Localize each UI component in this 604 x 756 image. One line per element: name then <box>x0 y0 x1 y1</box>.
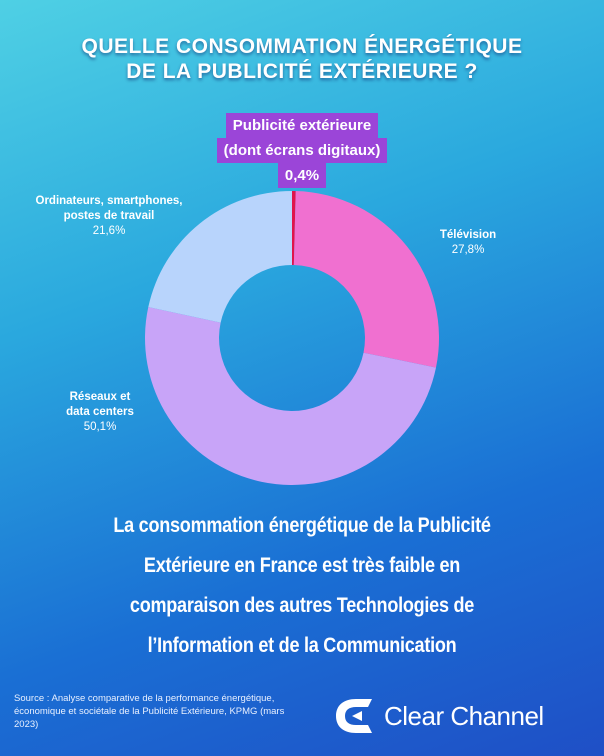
donut-slice-1 <box>293 191 439 368</box>
key-message: La consommation énergétique de la Public… <box>42 506 561 666</box>
label-reseaux-line2: data centers <box>66 406 134 418</box>
label-television-name: Télévision <box>439 229 497 241</box>
donut-slice-0 <box>292 191 296 266</box>
donut-hole <box>219 265 365 411</box>
label-television-pct: 27,8% <box>451 244 485 256</box>
title-line-1: QUELLE CONSOMMATION ÉNERGÉTIQUE <box>81 35 523 58</box>
source-note: Source : Analyse comparative de la perfo… <box>14 693 285 730</box>
label-television: Télévision 27,8% <box>418 228 518 258</box>
label-ordinateurs-line1: Ordinateurs, smartphones, <box>35 195 183 207</box>
label-reseaux-pct: 50,1% <box>83 421 117 433</box>
clear-channel-logo: Clear Channel <box>332 694 544 738</box>
label-ordinateurs: Ordinateurs, smartphones, postes de trav… <box>14 194 204 239</box>
label-ordinateurs-pct: 21,6% <box>92 225 126 237</box>
message-line-4: l’Information et de la Communication <box>147 634 457 657</box>
message-line-3: comparaison des autres Technologies de <box>129 594 475 617</box>
label-reseaux: Réseaux et data centers 50,1% <box>40 390 160 435</box>
callout-line-1: Publicité extérieure <box>225 113 379 138</box>
donut-slice-2 <box>144 307 436 486</box>
message-line-2: Extérieure en France est très faible en <box>143 554 461 577</box>
donut-slice-3 <box>148 191 292 323</box>
callout-value: 0,4% <box>277 163 327 188</box>
callout-line-2: (dont écrans digitaux) <box>216 138 388 163</box>
message-line-1: La consommation énergétique de la Public… <box>113 514 491 537</box>
label-reseaux-line1: Réseaux et <box>69 391 131 403</box>
title-line-2: DE LA PUBLICITÉ EXTÉRIEURE ? <box>126 60 478 83</box>
outdoor-ad-callout: Publicité extérieure (dont écrans digita… <box>0 113 604 188</box>
page-title: QUELLE CONSOMMATION ÉNERGÉTIQUE DE LA PU… <box>0 34 604 84</box>
logo-text: Clear Channel <box>384 700 544 731</box>
label-ordinateurs-line2: postes de travail <box>63 210 155 222</box>
clear-channel-logo-mark-icon <box>336 699 372 733</box>
